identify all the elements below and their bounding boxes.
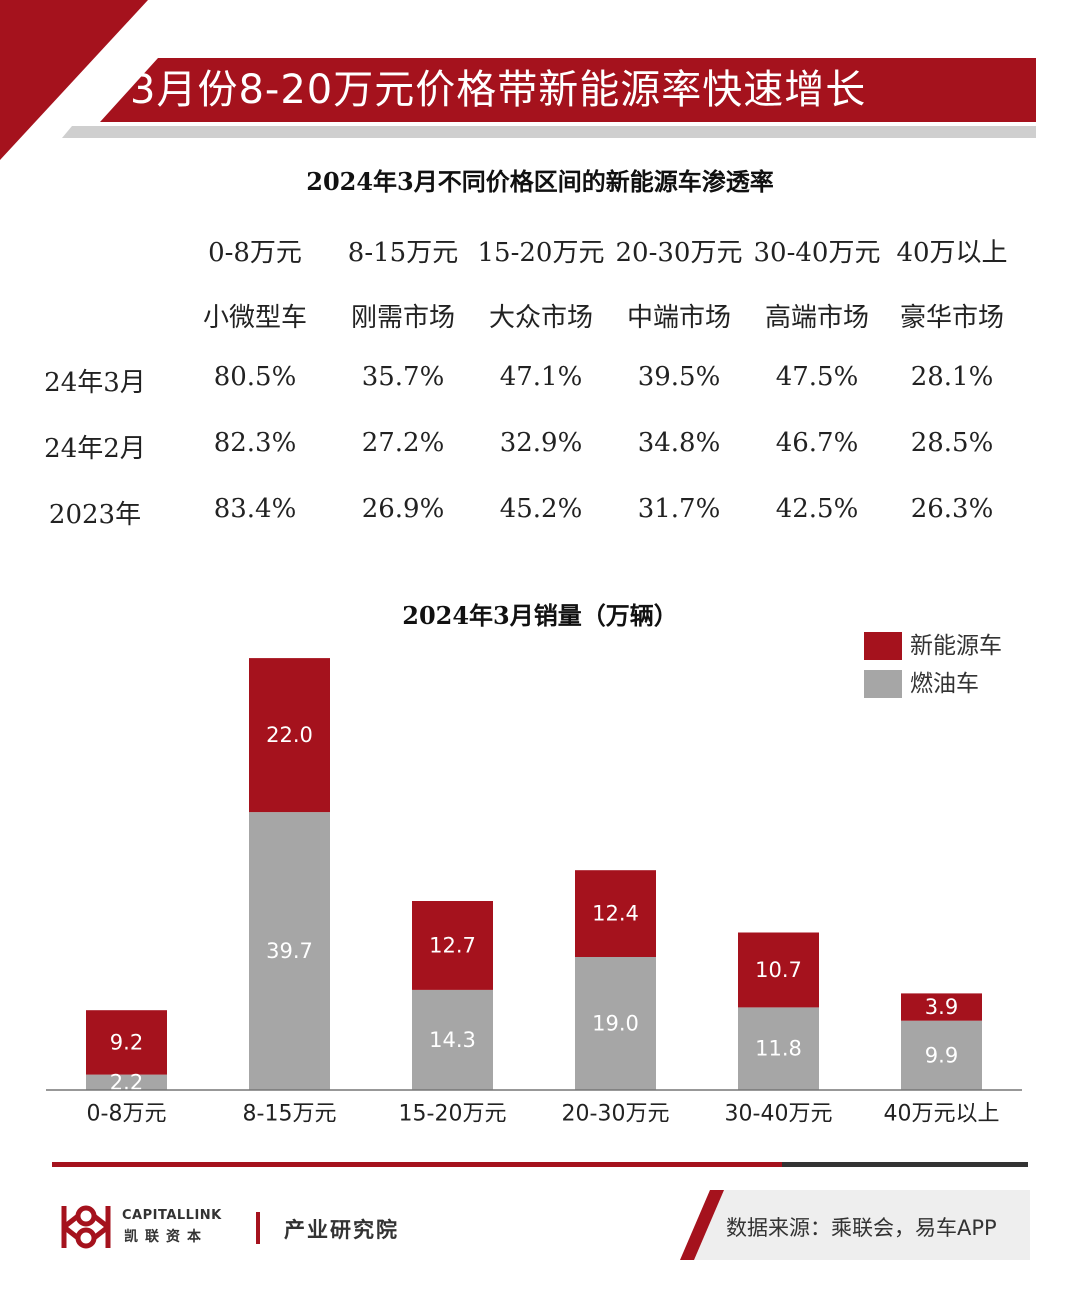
- bar-ice: [901, 1020, 982, 1090]
- title-banner-shadow: [62, 126, 1036, 138]
- bar-nev: [249, 658, 330, 813]
- table-cell: 42.5%: [775, 494, 859, 524]
- table-segment: 高端市场: [764, 303, 869, 333]
- table-cell: 34.8%: [637, 428, 721, 458]
- table-row-label: 2023年: [48, 500, 142, 530]
- table-cell: 80.5%: [213, 362, 297, 392]
- bar-nev: [901, 993, 982, 1021]
- bar-label-ice: 19.0: [592, 1012, 639, 1036]
- x-tick-label: 0-8万元: [87, 1102, 167, 1127]
- table-cell: 31.7%: [637, 494, 721, 524]
- bar-ice: [86, 1074, 167, 1090]
- page-title: 3月份8-20万元价格带新能源率快速增长: [130, 67, 867, 113]
- institute-label: 产业研究院: [284, 1217, 399, 1242]
- table-price-range: 8-15万元: [347, 238, 459, 268]
- table-price-range: 40万以上: [896, 238, 1008, 268]
- bar-ice: [575, 957, 656, 1090]
- legend-swatch: [864, 632, 902, 660]
- bar-label-nev: 12.4: [592, 902, 639, 926]
- x-tick-label: 40万元以上: [884, 1102, 1000, 1127]
- bar-label-nev: 9.2: [110, 1030, 143, 1054]
- table-cell: 83.4%: [213, 494, 297, 524]
- table-price-range: 0-8万元: [208, 238, 302, 268]
- table-cell: 32.9%: [499, 428, 583, 458]
- table-segment: 小微型车: [202, 303, 307, 333]
- table-cell: 46.7%: [775, 428, 859, 458]
- chart-title: 2024年3月销量（万辆）: [402, 601, 678, 630]
- logo-text-en: CAPITALLINK: [122, 1208, 222, 1223]
- table-cell: 47.5%: [775, 362, 859, 392]
- bar-ice: [738, 1007, 819, 1090]
- bar-label-ice: 9.9: [925, 1043, 958, 1067]
- bar-label-ice: 11.8: [755, 1037, 802, 1061]
- bar-label-nev: 3.9: [925, 995, 958, 1019]
- x-tick-label: 30-40万元: [725, 1102, 833, 1127]
- table-row-label: 24年3月: [44, 368, 146, 398]
- bar-label-nev: 10.7: [755, 958, 802, 982]
- legend-label: 燃油车: [910, 671, 979, 697]
- bar-label-ice: 39.7: [266, 939, 313, 963]
- table-row-label: 24年2月: [44, 434, 146, 464]
- bar-nev: [86, 1010, 167, 1075]
- table-title: 2024年3月不同价格区间的新能源车渗透率: [306, 167, 774, 196]
- table-price-range: 15-20万元: [477, 238, 605, 268]
- bar-label-nev: 22.0: [266, 723, 313, 747]
- table-cell: 26.3%: [910, 494, 994, 524]
- table-cell: 26.9%: [361, 494, 445, 524]
- footer-divider-dark: [782, 1162, 1028, 1167]
- bar-ice: [412, 989, 493, 1090]
- x-tick-label: 8-15万元: [243, 1102, 337, 1127]
- bar-nev: [412, 901, 493, 990]
- title-banner: [100, 58, 1036, 122]
- capitallink-logo-icon: [61, 1205, 111, 1249]
- x-tick-label: 20-30万元: [562, 1102, 670, 1127]
- bar-nev: [738, 932, 819, 1008]
- table-cell: 45.2%: [499, 494, 583, 524]
- table-segment: 刚需市场: [350, 303, 455, 333]
- bar-label-nev: 12.7: [429, 933, 476, 957]
- table-cell: 82.3%: [213, 428, 297, 458]
- table-cell: 35.7%: [361, 362, 445, 392]
- table-cell: 27.2%: [361, 428, 445, 458]
- table-cell: 39.5%: [637, 362, 721, 392]
- logo-separator: [256, 1212, 260, 1244]
- sales-chart: 2.29.20-8万元39.722.08-15万元14.312.715-20万元…: [46, 632, 1022, 1127]
- table-segment: 中端市场: [626, 303, 731, 333]
- table-segment: 大众市场: [488, 303, 593, 333]
- corner-decoration: [0, 0, 148, 160]
- source-box: [680, 1190, 1030, 1260]
- footer-divider-red: [52, 1162, 782, 1167]
- table-price-range: 20-30万元: [615, 238, 743, 268]
- table-cell: 28.5%: [910, 428, 994, 458]
- bar-label-ice: 14.3: [429, 1028, 476, 1052]
- data-source: 数据来源：乘联会，易车APP: [726, 1216, 997, 1240]
- legend-label: 新能源车: [910, 633, 1002, 659]
- table-price-range: 30-40万元: [753, 238, 881, 268]
- table-segment: 豪华市场: [899, 303, 1004, 333]
- table-cell: 28.1%: [910, 362, 994, 392]
- x-tick-label: 15-20万元: [399, 1102, 507, 1127]
- legend-swatch: [864, 670, 902, 698]
- bar-ice: [249, 812, 330, 1090]
- bar-nev: [575, 870, 656, 957]
- table-cell: 47.1%: [499, 362, 583, 392]
- logo-text-cn: 凯联资本: [124, 1229, 208, 1245]
